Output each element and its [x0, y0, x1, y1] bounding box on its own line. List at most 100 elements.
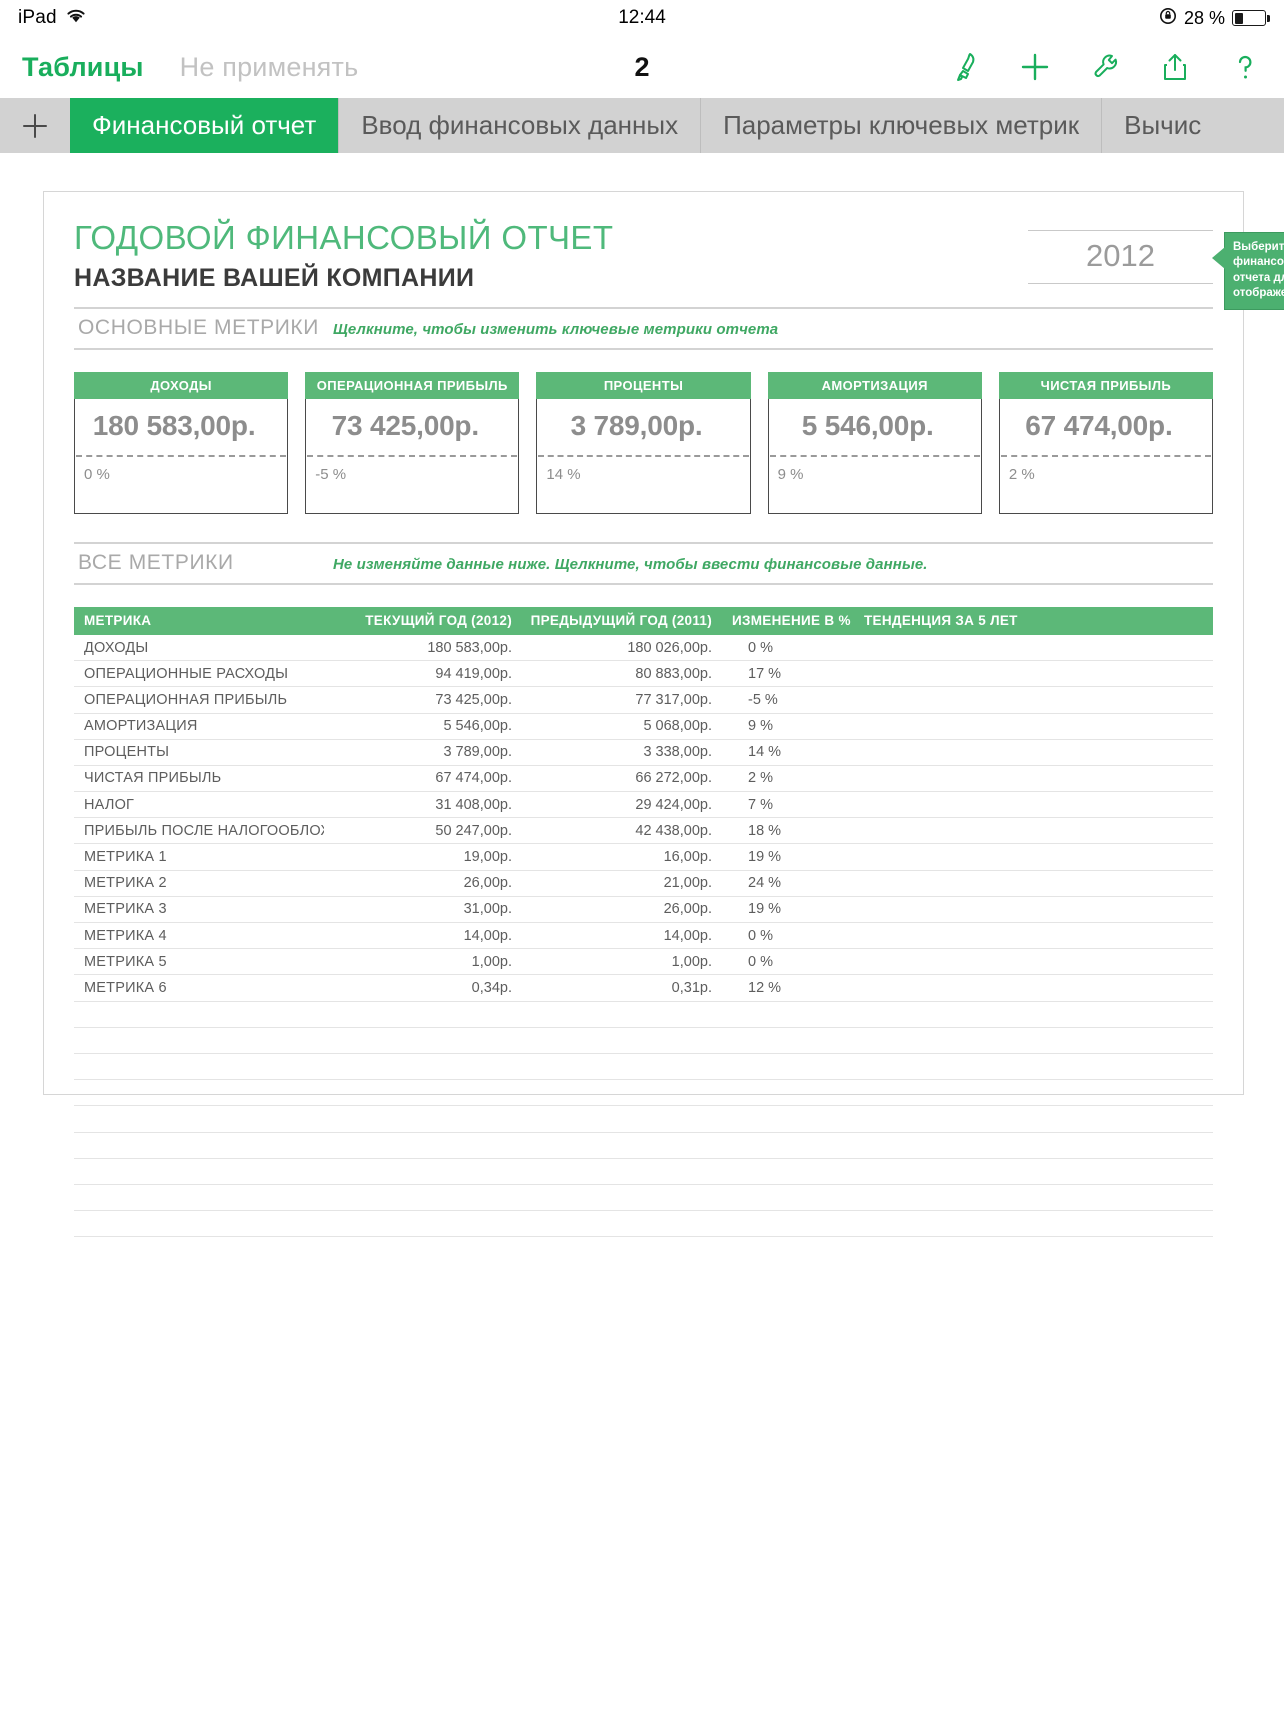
share-export-icon[interactable]: [1158, 50, 1192, 84]
table-cell-change-pct: 12 %: [748, 979, 782, 996]
sheet-tab-calculations[interactable]: Вычис: [1101, 98, 1224, 153]
table-cell-metric: МЕТРИКА 6: [84, 979, 167, 996]
format-brush-icon[interactable]: [948, 50, 982, 84]
table-cell-current-year: 1,00р.: [471, 953, 512, 970]
table-cell-change-pct: 19 %: [748, 849, 782, 866]
kpi-card-depreciation[interactable]: АМОРТИЗАЦИЯ 5 546,00р. 9 %: [767, 371, 982, 514]
table-cell-metric: МЕТРИКА 5: [84, 953, 167, 970]
table-cell-metric: АМОРТИЗАЦИЯ: [84, 718, 198, 735]
table-row-empty[interactable]: [74, 1159, 1213, 1185]
table-cell-metric: МЕТРИКА 2: [84, 875, 167, 892]
undo-button[interactable]: Не применять: [179, 51, 359, 82]
page-title: ГОДОВОЙ ФИНАНСОВЫЙ ОТЧЕТ: [74, 219, 614, 256]
table-row[interactable]: МЕТРИКА 3 31,00р. 26,00р. 19 %: [74, 897, 1213, 924]
app-toolbar: Таблицы Не применять 2: [0, 36, 1284, 98]
table-cell-current-year: 94 419,00р.: [435, 665, 512, 682]
sheet-tab-financial-report[interactable]: Финансовый отчет: [70, 98, 339, 153]
column-header-metric: МЕТРИКА: [84, 613, 152, 629]
table-row[interactable]: ОПЕРАЦИОННЫЕ РАСХОДЫ 94 419,00р. 80 883,00…: [74, 661, 1213, 688]
table-cell-change-pct: 17 %: [748, 665, 782, 682]
status-right: 28 %: [1159, 7, 1270, 30]
table-cell-previous-year: 77 317,00р.: [635, 691, 712, 708]
table-row[interactable]: МЕТРИКА 5 1,00р. 1,00р. 0 %: [74, 949, 1213, 976]
sheet-tab-key-metric-params[interactable]: Параметры ключевых метрик: [700, 98, 1102, 153]
kpi-card-revenue[interactable]: ДОХОДЫ 180 583,00р. 0 %: [74, 371, 289, 514]
column-header-change: ИЗМЕНЕНИЕ В %: [732, 613, 851, 629]
section-hint-key-metrics[interactable]: Щелкните, чтобы изменить ключевые метрик…: [333, 320, 779, 338]
kpi-card-operating-profit[interactable]: ОПЕРАЦИОННАЯ ПРИБЫЛЬ 73 425,00р. -5 %: [305, 371, 520, 514]
company-name[interactable]: НАЗВАНИЕ ВАШЕЙ КОМПАНИИ: [74, 263, 475, 292]
table-cell-current-year: 14,00р.: [463, 927, 512, 944]
table-cell-previous-year: 1,00р.: [671, 953, 712, 970]
table-cell-current-year: 31 408,00р.: [435, 796, 512, 813]
table-row[interactable]: АМОРТИЗАЦИЯ 5 546,00р. 5 068,00р. 9 %: [74, 714, 1213, 740]
table-row-empty[interactable]: [74, 1211, 1213, 1238]
table-cell-previous-year: 26,00р.: [663, 901, 712, 918]
table-cell-metric: ПРОЦЕНТЫ: [84, 744, 170, 761]
table-row[interactable]: ПРИБЫЛЬ ПОСЛЕ НАЛОГООБЛОЖ 50 247,00р. 42 4…: [74, 818, 1213, 845]
table-row-empty[interactable]: [74, 1002, 1213, 1028]
section-label-key-metrics: ОСНОВНЫЕ МЕТРИКИ: [78, 315, 319, 339]
table-row[interactable]: НАЛОГ 31 408,00р. 29 424,00р. 7 %: [74, 792, 1213, 819]
metrics-table[interactable]: МЕТРИКА ТЕКУЩИЙ ГОД (2012) ПРЕДЫДУЩИЙ ГО…: [74, 606, 1213, 1238]
table-cell-metric: ДОХОДЫ: [84, 639, 149, 656]
table-row[interactable]: МЕТРИКА 4 14,00р. 14,00р. 0 %: [74, 923, 1213, 950]
table-row[interactable]: ПРОЦЕНТЫ 3 789,00р. 3 338,00р. 14 %: [74, 740, 1213, 766]
insert-plus-icon[interactable]: [1018, 50, 1052, 84]
sheet-tab-data-entry[interactable]: Ввод финансовых данных: [338, 98, 701, 153]
table-row[interactable]: МЕТРИКА 2 26,00р. 21,00р. 24 %: [74, 871, 1213, 897]
toolbar-icon-group: [948, 50, 1262, 84]
table-row[interactable]: ЧИСТАЯ ПРИБЫЛЬ 67 474,00р. 66 272,00р. 2 %: [74, 766, 1213, 793]
table-row[interactable]: ДОХОДЫ 180 583,00р. 180 026,00р. 0 %: [74, 635, 1213, 662]
table-cell-metric: ОПЕРАЦИОННАЯ ПРИБЫЛЬ: [84, 691, 288, 708]
table-cell-change-pct: 14 %: [748, 744, 782, 761]
table-cell-previous-year: 0,31р.: [671, 979, 712, 996]
section-hint-all-metrics[interactable]: Не изменяйте данные ниже. Щелкните, чтоб…: [333, 555, 928, 573]
section-header-key-metrics: ОСНОВНЫЕ МЕТРИКИ Щелкните, чтобы изменит…: [74, 306, 1213, 350]
table-cell-change-pct: 0 %: [748, 639, 773, 656]
help-question-icon[interactable]: [1228, 50, 1262, 84]
table-row[interactable]: МЕТРИКА 1 19,00р. 16,00р. 19 %: [74, 844, 1213, 871]
table-row[interactable]: МЕТРИКА 6 0,34р. 0,31р. 12 %: [74, 975, 1213, 1002]
kpi-card-value: 3 789,00р.: [570, 409, 703, 441]
table-cell-previous-year: 16,00р.: [663, 849, 712, 866]
kpi-card-percent: 0 %: [84, 465, 110, 483]
kpi-card-body: 3 789,00р. 14 %: [536, 398, 751, 514]
add-sheet-button[interactable]: [0, 98, 70, 153]
sheet-tab-bar: Финансовый отчет Ввод финансовых данных …: [0, 98, 1284, 153]
kpi-card-interest[interactable]: ПРОЦЕНТЫ 3 789,00р. 14 %: [536, 371, 751, 514]
table-cell-previous-year: 21,00р.: [663, 875, 712, 892]
table-cell-previous-year: 80 883,00р.: [635, 665, 712, 682]
status-left: iPad: [18, 7, 87, 30]
table-row-empty[interactable]: [74, 1106, 1213, 1133]
column-header-previous: ПРЕДЫДУЩИЙ ГОД (2011): [530, 613, 712, 629]
table-row-empty[interactable]: [74, 1054, 1213, 1081]
kpi-card-title: ЧИСТАЯ ПРИБЫЛЬ: [998, 371, 1214, 399]
wrench-tools-icon[interactable]: [1088, 50, 1122, 84]
table-cell-metric: ЧИСТАЯ ПРИБЫЛЬ: [84, 770, 222, 787]
table-row-empty[interactable]: [74, 1185, 1213, 1212]
battery-percent-label: 28 %: [1183, 7, 1225, 28]
kpi-card-percent: 2 %: [1008, 465, 1035, 483]
table-row[interactable]: ОПЕРАЦИОННАЯ ПРИБЫЛЬ 73 425,00р. 77 317,00…: [74, 687, 1213, 714]
table-cell-metric: МЕТРИКА 1: [84, 849, 167, 866]
table-cell-change-pct: 19 %: [748, 901, 782, 918]
kpi-card-value: 5 546,00р.: [801, 409, 934, 441]
report-title-block: ГОДОВОЙ ФИНАНСОВЫЙ ОТЧЕТ НАЗВАНИЕ ВАШЕЙ …: [74, 218, 1028, 293]
table-row-empty[interactable]: [74, 1080, 1213, 1107]
kpi-card-body: 73 425,00р. -5 %: [305, 398, 520, 514]
table-cell-metric: НАЛОГ: [84, 796, 135, 813]
spreadsheet-canvas[interactable]: ГОДОВОЙ ФИНАНСОВЫЙ ОТЧЕТ НАЗВАНИЕ ВАШЕЙ …: [0, 153, 1284, 1711]
kpi-card-net-profit[interactable]: ЧИСТАЯ ПРИБЫЛЬ 67 474,00р. 2 %: [998, 371, 1214, 514]
table-cell-change-pct: 0 %: [748, 953, 773, 970]
documents-button[interactable]: Таблицы: [22, 51, 144, 82]
table-cell-change-pct: 7 %: [748, 796, 773, 813]
table-cell-current-year: 26,00р.: [463, 875, 512, 892]
year-selector[interactable]: 2012: [1028, 230, 1213, 284]
table-cell-change-pct: 0 %: [748, 927, 773, 944]
table-cell-current-year: 67 474,00р.: [435, 770, 512, 787]
table-cell-current-year: 73 425,00р.: [435, 691, 512, 708]
table-row-empty[interactable]: [74, 1028, 1213, 1054]
wifi-icon: [65, 7, 87, 30]
table-row-empty[interactable]: [74, 1133, 1213, 1159]
